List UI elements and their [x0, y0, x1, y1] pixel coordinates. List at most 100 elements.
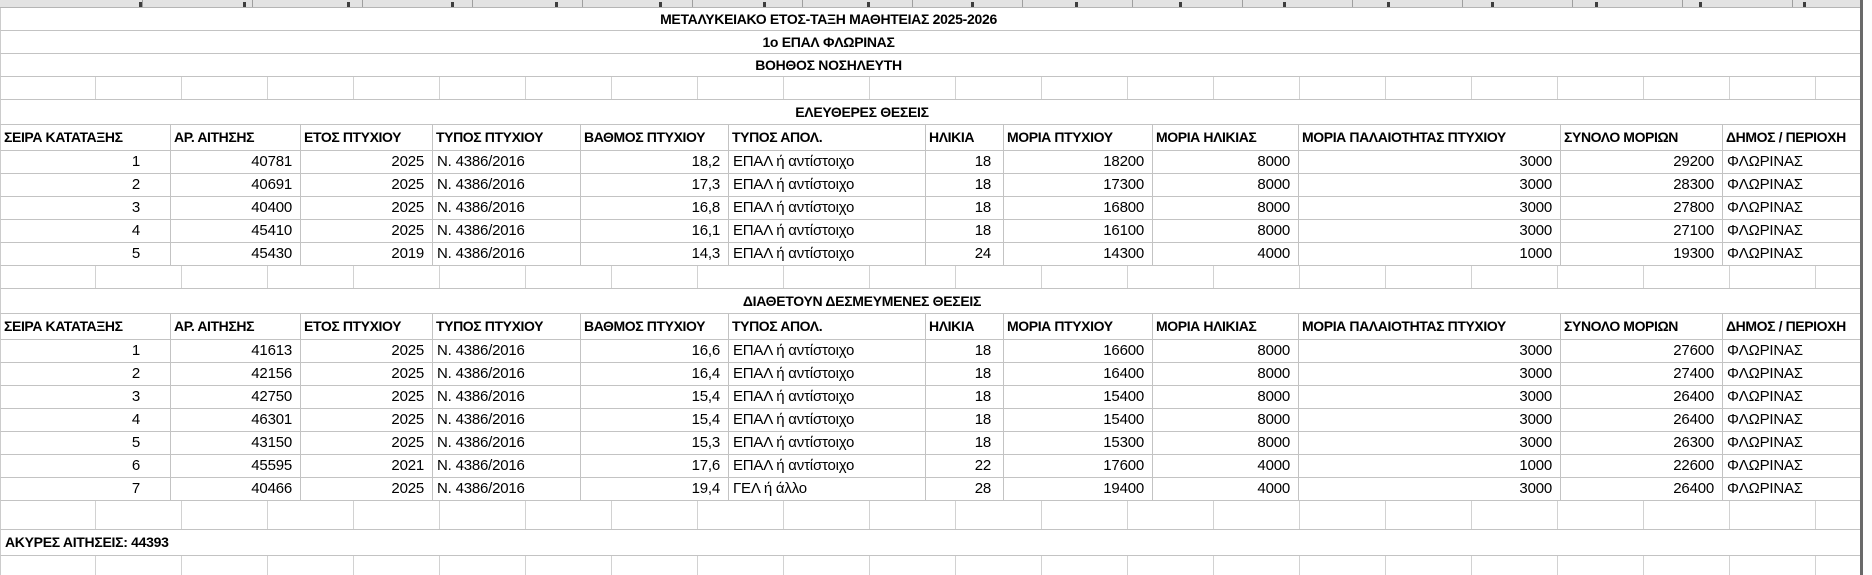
cell: 3: [1, 386, 171, 408]
column-header: ΤΥΠΟΣ ΠΤΥΧΙΟΥ: [433, 125, 581, 150]
cell: 6: [1, 455, 171, 477]
cell: 16400: [1004, 363, 1153, 385]
cell: 17,6: [581, 455, 729, 477]
cell: 8000: [1153, 197, 1299, 219]
cell: ΦΛΩΡΙΝΑΣ: [1727, 176, 1803, 193]
cell: ΓΕΛ ή άλλο: [729, 478, 926, 500]
column-header: ΕΤΟΣ ΠΤΥΧΙΟΥ: [301, 125, 433, 150]
cell: 18: [926, 197, 1004, 219]
specialty-title: ΒΟΗΘΟΣ ΝΟΣΗΛΕΥΤΗ: [755, 57, 902, 73]
empty-row: [0, 77, 1860, 100]
cell: ΕΠΑΛ ή αντίστοιχο: [729, 151, 926, 173]
cell: 28300: [1561, 174, 1723, 196]
column-header: ΗΛΙΚΙΑ: [926, 125, 1004, 150]
cell: N. 4386/2016: [433, 197, 581, 219]
column-header: ΔΗΜΟΣ / ΠΕΡΙΟΧΗ: [1726, 318, 1846, 334]
tables-container: ΕΛΕΥΘΕΡΕΣ ΘΕΣΕΙΣ ΣΕΙΡΑ ΚΑΤΑΤΑΞΗΣ ΑΡ. ΑΙΤΗΣ…: [0, 100, 1872, 501]
cell: ΦΛΩΡΙΝΑΣ: [1727, 342, 1803, 359]
cell: 27800: [1561, 197, 1723, 219]
cell: 22600: [1561, 455, 1723, 477]
cell: 46301: [171, 409, 301, 431]
cell: 16,4: [581, 363, 729, 385]
cell: 16100: [1004, 220, 1153, 242]
cell: 15300: [1004, 432, 1153, 454]
cell: 3000: [1299, 432, 1561, 454]
column-header: ΜΟΡΙΑ ΗΛΙΚΙΑΣ: [1153, 314, 1299, 339]
cell: 4: [1, 220, 171, 242]
cell: 3000: [1299, 409, 1561, 431]
cell: 15,4: [581, 386, 729, 408]
cell: 3: [1, 197, 171, 219]
cell: 5: [1, 243, 171, 265]
cell: 40781: [171, 151, 301, 173]
table-row: 3 40400 2025 N. 4386/2016 16,8 ΕΠΑΛ ή αντίστο…: [0, 197, 1860, 220]
table-header-row: ΣΕΙΡΑ ΚΑΤΑΤΑΞΗΣ ΑΡ. ΑΙΤΗΣΗΣ ΕΤΟΣ ΠΤΥΧΙΟΥ ΤΥ…: [0, 125, 1860, 151]
cell: 8000: [1153, 409, 1299, 431]
cell: 8000: [1153, 220, 1299, 242]
page-edge-gap: [1863, 0, 1872, 575]
cell: ΕΠΑΛ ή αντίστοιχο: [729, 363, 926, 385]
invalid-applications-row: ΑΚΥΡΕΣ ΑΙΤΗΣΕΙΣ: 44393: [0, 530, 1860, 556]
column-header: ΕΤΟΣ ΠΤΥΧΙΟΥ: [301, 314, 433, 339]
cell: 28: [926, 478, 1004, 500]
column-header: ΗΛΙΚΙΑ: [926, 314, 1004, 339]
cell: 17600: [1004, 455, 1153, 477]
cell: 18: [926, 220, 1004, 242]
cell: ΕΠΑΛ ή αντίστοιχο: [729, 220, 926, 242]
cell: 45595: [171, 455, 301, 477]
empty-row: [0, 501, 1860, 530]
column-header: ΤΥΠΟΣ ΠΤΥΧΙΟΥ: [433, 314, 581, 339]
cell: 22: [926, 455, 1004, 477]
cell: 3000: [1299, 220, 1561, 242]
cropped-top-row: [0, 0, 1860, 8]
cell: ΦΛΩΡΙΝΑΣ: [1727, 388, 1803, 405]
cell: 8000: [1153, 363, 1299, 385]
table-row: 7 40466 2025 N. 4386/2016 19,4 ΓΕΛ ή άλλο 28 19…: [0, 478, 1860, 501]
table-row: 5 43150 2025 N. 4386/2016 15,3 ΕΠΑΛ ή αντίστο…: [0, 432, 1860, 455]
cell: ΦΛΩΡΙΝΑΣ: [1727, 222, 1803, 239]
cell: 3000: [1299, 386, 1561, 408]
cell: 45410: [171, 220, 301, 242]
cell: 24: [926, 243, 1004, 265]
cell: 42750: [171, 386, 301, 408]
cell: 18: [926, 432, 1004, 454]
page-edge-line: [1860, 0, 1863, 575]
table-row: 6 45595 2021 N. 4386/2016 17,6 ΕΠΑΛ ή αντίστο…: [0, 455, 1860, 478]
column-header: ΣΕΙΡΑ ΚΑΤΑΤΑΞΗΣ: [1, 125, 171, 150]
cell: 1: [1, 340, 171, 362]
cell: 16,8: [581, 197, 729, 219]
cell: 40400: [171, 197, 301, 219]
cell: 18: [926, 151, 1004, 173]
cell: 14,3: [581, 243, 729, 265]
section-title-row: ΔΙΑΘΕΤΟΥΝ ΔΕΣΜΕΥΜΕΝΕΣ ΘΕΣΕΙΣ: [0, 289, 1860, 314]
column-header: ΤΥΠΟΣ ΑΠΟΛ.: [729, 314, 926, 339]
cell: N. 4386/2016: [433, 455, 581, 477]
cell: 18,2: [581, 151, 729, 173]
cell: ΕΠΑΛ ή αντίστοιχο: [729, 409, 926, 431]
cell: 45430: [171, 243, 301, 265]
column-header: ΣΕΙΡΑ ΚΑΤΑΤΑΞΗΣ: [1, 314, 171, 339]
cell: 42156: [171, 363, 301, 385]
cell: 2: [1, 174, 171, 196]
cell: 8000: [1153, 432, 1299, 454]
table-row: 2 42156 2025 N. 4386/2016 16,4 ΕΠΑΛ ή αντίστο…: [0, 363, 1860, 386]
cell: 40691: [171, 174, 301, 196]
school-title: 1ο ΕΠΑΛ ΦΛΩΡΙΝΑΣ: [762, 34, 895, 50]
cell: 2019: [301, 243, 433, 265]
cell: 1: [1, 151, 171, 173]
cell: 14300: [1004, 243, 1153, 265]
table-row: 4 46301 2025 N. 4386/2016 15,4 ΕΠΑΛ ή αντίστο…: [0, 409, 1860, 432]
cell: 16600: [1004, 340, 1153, 362]
cell: 16,1: [581, 220, 729, 242]
cell: ΕΠΑΛ ή αντίστοιχο: [729, 386, 926, 408]
empty-row-partial: [0, 556, 1860, 575]
cell: 2025: [301, 409, 433, 431]
column-header: ΜΟΡΙΑ ΗΛΙΚΙΑΣ: [1153, 125, 1299, 150]
cell: 3000: [1299, 363, 1561, 385]
column-header: ΜΟΡΙΑ ΠΤΥΧΙΟΥ: [1004, 125, 1153, 150]
table-row: 5 45430 2019 N. 4386/2016 14,3 ΕΠΑΛ ή αντίστο…: [0, 243, 1860, 266]
cell: ΕΠΑΛ ή αντίστοιχο: [729, 197, 926, 219]
cell: 26400: [1561, 478, 1723, 500]
cell: 16800: [1004, 197, 1153, 219]
cell: 15400: [1004, 386, 1153, 408]
